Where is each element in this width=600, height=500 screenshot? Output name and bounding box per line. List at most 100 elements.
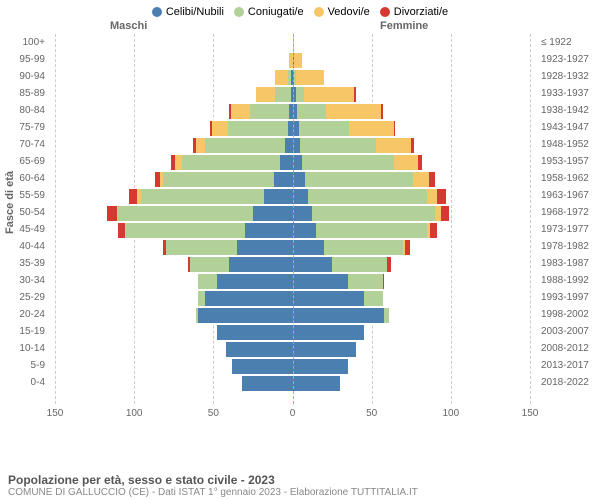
pyramid-row: 95-991923-1927 <box>0 51 600 68</box>
center-line <box>293 34 294 404</box>
segment <box>294 52 302 69</box>
bar-female <box>293 341 356 356</box>
age-label: 85-89 <box>0 85 45 102</box>
legend-label: Divorziati/e <box>394 6 448 18</box>
legend-item: Coniugati/e <box>234 6 304 18</box>
chart-area: Fasce di età Anni di nascita 100+≤ 19229… <box>0 34 600 434</box>
segment <box>226 341 293 358</box>
age-label: 30-34 <box>0 272 45 289</box>
segment <box>126 222 245 239</box>
segment <box>413 171 429 188</box>
age-label: 100+ <box>0 34 45 51</box>
x-tick: 100 <box>126 408 143 419</box>
pyramid-row: 50-541968-1972 <box>0 204 600 221</box>
segment <box>217 273 293 290</box>
bar-male <box>118 222 292 237</box>
footer-subtitle: COMUNE DI GALLUCCIO (CE) - Dati ISTAT 1°… <box>8 487 592 498</box>
segment <box>232 358 292 375</box>
segment <box>296 69 325 86</box>
bar-male <box>256 86 292 101</box>
segment <box>312 205 436 222</box>
birth-label: 1988-1992 <box>541 272 596 289</box>
legend-item: Celibi/Nubili <box>152 6 224 18</box>
pyramid-row: 25-291993-1997 <box>0 289 600 306</box>
bar-female <box>293 69 325 84</box>
birth-label: 1993-1997 <box>541 289 596 306</box>
segment <box>118 205 253 222</box>
segment <box>250 103 290 120</box>
bar-female <box>293 171 435 186</box>
segment <box>293 324 364 341</box>
pyramid-row: 45-491973-1977 <box>0 221 600 238</box>
segment <box>293 222 317 239</box>
bar-female <box>293 154 423 169</box>
bar-female <box>293 103 383 118</box>
segment <box>293 137 301 154</box>
bar-male <box>198 273 293 288</box>
footer: Popolazione per età, sesso e stato civil… <box>8 473 592 498</box>
age-label: 45-49 <box>0 221 45 238</box>
segment <box>293 205 312 222</box>
age-label: 80-84 <box>0 102 45 119</box>
x-tick: 50 <box>366 408 377 419</box>
segment <box>383 273 385 290</box>
segment <box>405 239 410 256</box>
segment <box>429 171 435 188</box>
segment <box>324 239 403 256</box>
segment <box>297 103 326 120</box>
segment <box>293 188 309 205</box>
age-label: 15-19 <box>0 323 45 340</box>
segment <box>166 239 237 256</box>
birth-label: 1943-1947 <box>541 119 596 136</box>
age-label: 40-44 <box>0 238 45 255</box>
segment <box>275 69 288 86</box>
segment <box>299 120 350 137</box>
legend-item: Divorziati/e <box>380 6 448 18</box>
legend-swatch <box>152 7 162 17</box>
bar-female <box>293 52 302 67</box>
legend-label: Celibi/Nubili <box>166 6 224 18</box>
segment <box>182 154 280 171</box>
segment <box>308 188 427 205</box>
bar-male <box>210 120 292 135</box>
pyramid-row: 85-89 1933-1937 <box>0 85 600 102</box>
segment <box>418 154 423 171</box>
bar-female <box>293 205 450 220</box>
bar-female <box>293 256 391 271</box>
x-tick: 0 <box>290 408 296 419</box>
bar-male <box>242 375 293 390</box>
pyramid-row: 20-241998-2002 <box>0 306 600 323</box>
pyramid-row: 10-142008-2012 <box>0 340 600 357</box>
segment <box>430 222 436 239</box>
segment <box>293 256 333 273</box>
pyramid-row: 80-841938-1942 <box>0 102 600 119</box>
segment <box>274 171 293 188</box>
birth-label: 1968-1972 <box>541 204 596 221</box>
pyramid-row: 40-441978-1982 <box>0 238 600 255</box>
segment <box>354 86 356 103</box>
birth-label: 1948-1952 <box>541 136 596 153</box>
birth-label: 1983-1987 <box>541 255 596 272</box>
bar-female <box>293 86 356 101</box>
x-tick: 150 <box>522 408 539 419</box>
bar-male <box>217 324 293 339</box>
age-label: 70-74 <box>0 136 45 153</box>
bar-female <box>293 273 385 288</box>
pyramid-row: 15-192003-2007 <box>0 323 600 340</box>
footer-title: Popolazione per età, sesso e stato civil… <box>8 473 592 487</box>
x-tick: 100 <box>442 408 459 419</box>
age-label: 75-79 <box>0 119 45 136</box>
bar-female <box>293 222 437 237</box>
segment <box>384 307 389 324</box>
segment <box>196 137 206 154</box>
segment <box>217 324 293 341</box>
segment <box>264 188 293 205</box>
bar-male <box>188 256 292 271</box>
birth-label: 1928-1932 <box>541 68 596 85</box>
segment <box>198 273 217 290</box>
bar-male <box>163 239 293 254</box>
segment <box>348 273 383 290</box>
segment <box>316 222 427 239</box>
bar-male <box>155 171 293 186</box>
birth-label: 1933-1937 <box>541 85 596 102</box>
